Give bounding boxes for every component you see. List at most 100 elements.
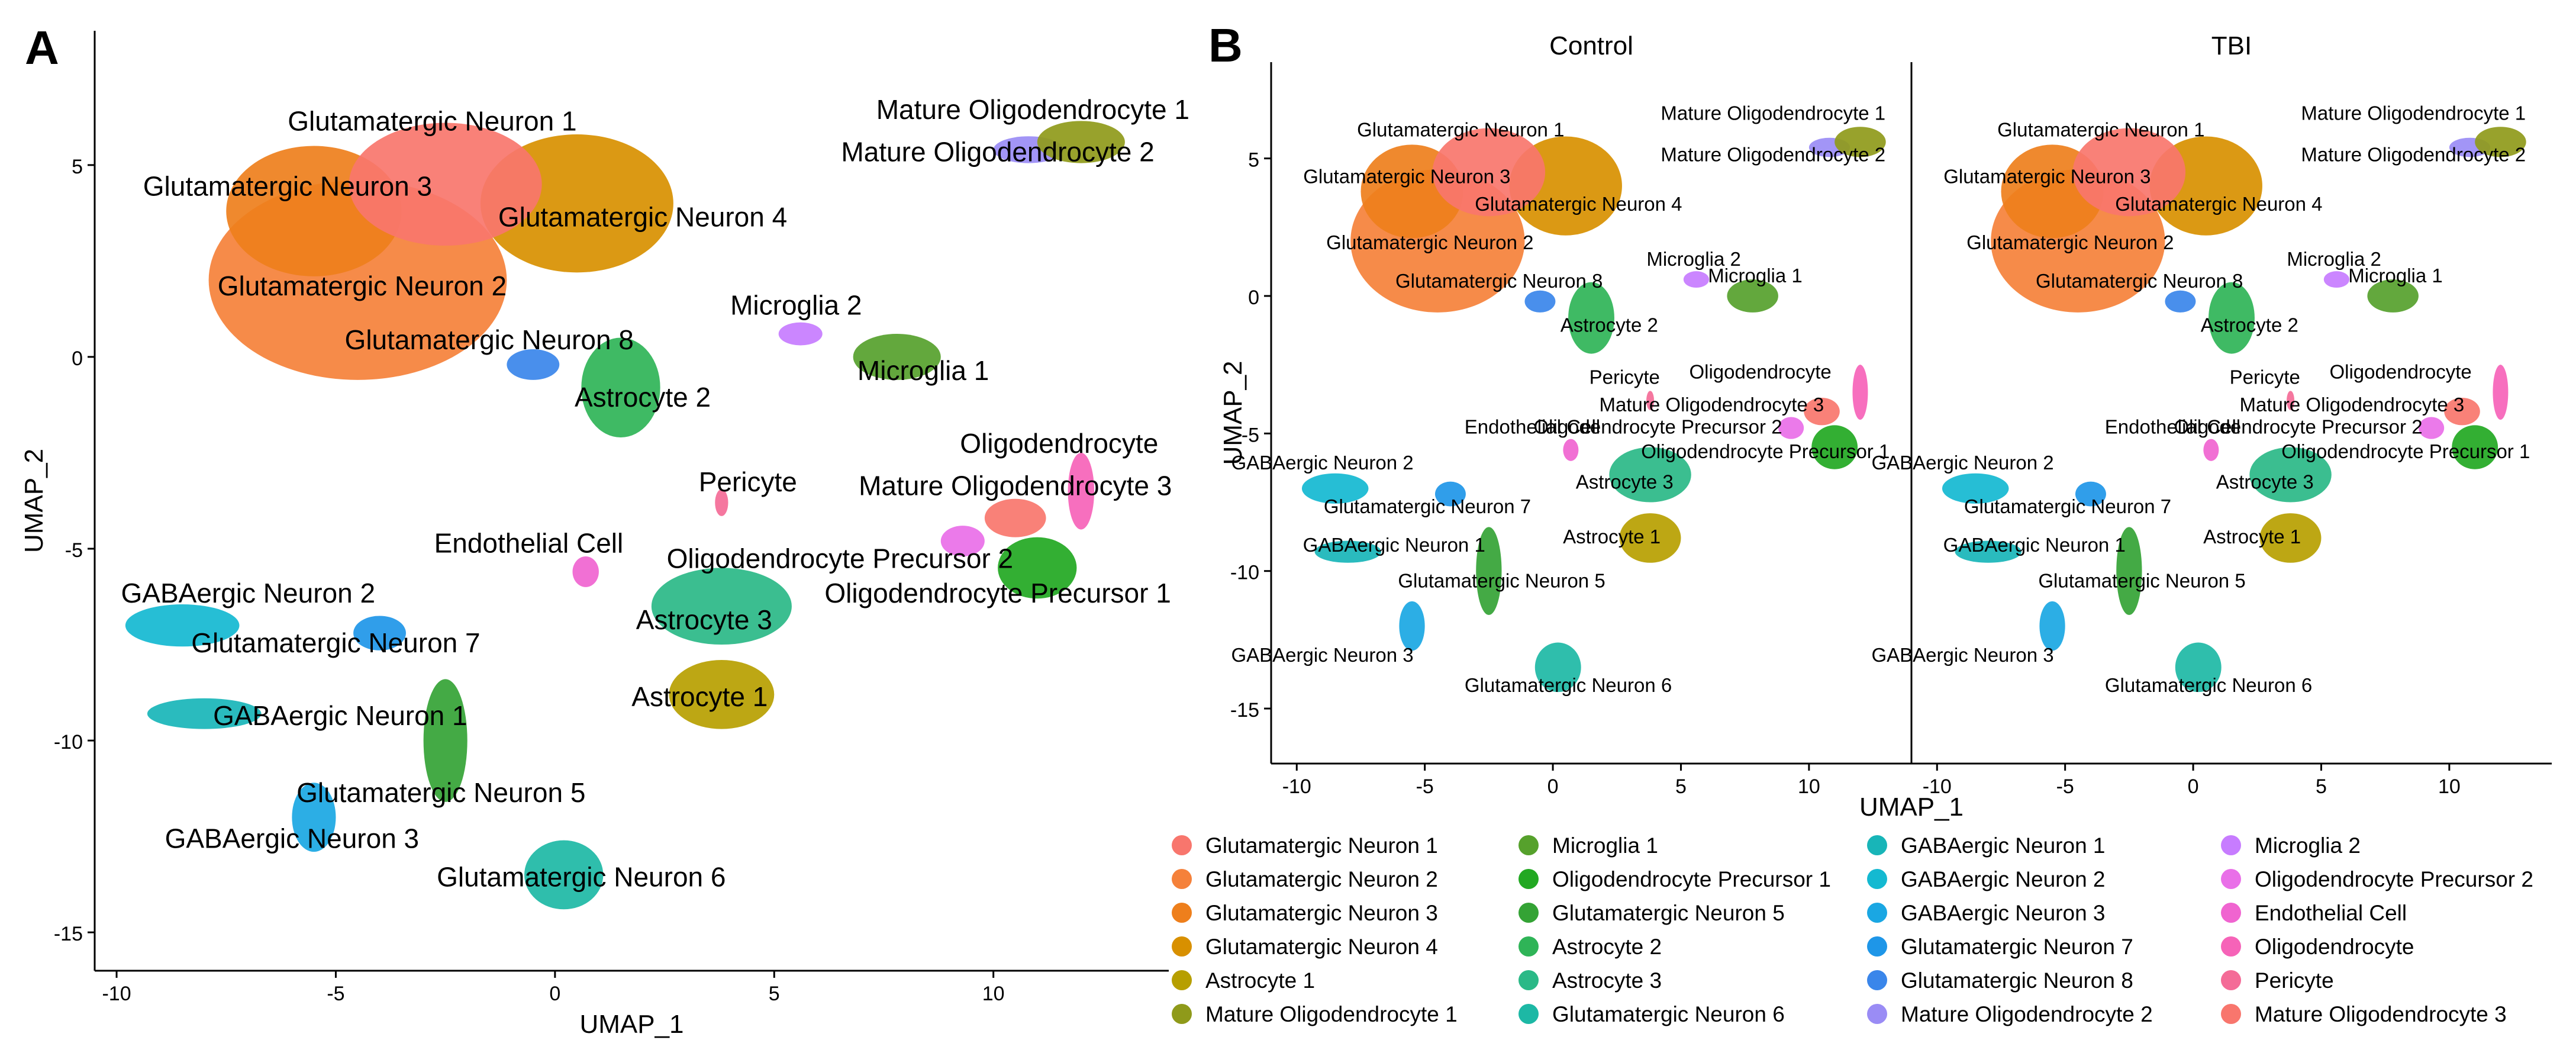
panel-b-tbi-cluster-glutamatergic-neuron-1 bbox=[2072, 128, 2186, 217]
panel-b-control-x-tick-label: -10 bbox=[1282, 775, 1311, 798]
panel-b-control-label-microglia-2: Microglia 2 bbox=[1646, 248, 1741, 270]
panel-b-control-cluster-microglia-1 bbox=[1727, 279, 1778, 313]
panel-a-plot: -10 -5 0 5 10 5 0 -5 -10 -15 Glutamatergic Neuron … bbox=[20, 31, 1189, 1039]
panel-b-control-label-glutamatergic-neuron-5: Glutamatergic Neuron 5 bbox=[1398, 570, 1605, 592]
legend-swatch bbox=[2221, 903, 2241, 923]
legend-item-endothelial-cell: Endothelial Cell bbox=[2221, 901, 2407, 925]
legend-swatch bbox=[1518, 903, 1539, 923]
panel-a-cluster-gabaergic-neuron-3 bbox=[292, 782, 336, 852]
legend-label: Microglia 1 bbox=[1552, 833, 1658, 858]
panel-a-y-axis-title: UMAP_2 bbox=[20, 449, 49, 553]
legend-item-glutamatergic-neuron-4: Glutamatergic Neuron 4 bbox=[1172, 935, 1438, 959]
panel-b-tbi-x-tick-label: 10 bbox=[2438, 775, 2461, 798]
panel-a-x-tick-label: -5 bbox=[327, 983, 344, 1005]
legend-swatch bbox=[1867, 869, 1887, 889]
panel-b-tbi-cluster-gabaergic-neuron-1 bbox=[1955, 540, 2022, 563]
panel-b-control-cluster-glutamatergic-neuron-1 bbox=[1432, 128, 1546, 217]
panel-b-control-label-pericyte: Pericyte bbox=[1590, 366, 1660, 388]
panel-b-tbi-label-glutamatergic-neuron-6: Glutamatergic Neuron 6 bbox=[2105, 674, 2312, 696]
panel-a-cluster-oligodendrocyte-precursor-2 bbox=[940, 526, 985, 556]
panel-b-tbi-label-astrocyte-1: Astrocyte 1 bbox=[2203, 526, 2301, 548]
panel-a-cluster-astrocyte-3 bbox=[651, 568, 792, 645]
panel-b-tbi-cluster-pericyte bbox=[2287, 391, 2295, 410]
panel-b-tbi-x-tick-label: -5 bbox=[2056, 775, 2074, 798]
panel-a-label-astrocyte-2: Astrocyte 2 bbox=[575, 382, 711, 413]
panel-a-label-mature-oligodendrocyte-1: Mature Oligodendrocyte 1 bbox=[876, 94, 1189, 125]
legend-label: Astrocyte 1 bbox=[1205, 968, 1315, 993]
legend-item-glutamatergic-neuron-7: Glutamatergic Neuron 7 bbox=[1867, 935, 2133, 959]
panel-b-tbi-label-gabaergic-neuron-2: GABAergic Neuron 2 bbox=[1871, 452, 2053, 474]
panel-b-tbi-label-glutamatergic-neuron-3: Glutamatergic Neuron 3 bbox=[1943, 165, 2151, 187]
panel-b-control-label-oligodendrocyte-precursor-1: Oligodendrocyte Precursor 1 bbox=[1641, 440, 1890, 462]
panel-b-tbi-cluster-astrocyte-2 bbox=[2209, 282, 2255, 354]
legend-item-pericyte: Pericyte bbox=[2221, 968, 2334, 993]
panel-a-label-glutamatergic-neuron-4: Glutamatergic Neuron 4 bbox=[498, 202, 787, 233]
legend-swatch bbox=[2221, 835, 2241, 855]
legend-label: Oligodendrocyte Precursor 2 bbox=[2255, 867, 2533, 891]
panel-a-label-glutamatergic-neuron-7: Glutamatergic Neuron 7 bbox=[191, 627, 480, 658]
panel-b-tbi-label-astrocyte-2: Astrocyte 2 bbox=[2201, 314, 2298, 336]
legend-label: Microglia 2 bbox=[2255, 833, 2361, 858]
panel-a-cluster-gabaergic-neuron-1 bbox=[147, 698, 262, 729]
legend-swatch bbox=[1867, 903, 1887, 923]
panel-a-label-endothelial-cell: Endothelial Cell bbox=[434, 528, 624, 559]
panel-b-tbi-cluster-oligodendrocyte-precursor-1 bbox=[2452, 425, 2498, 469]
legend-item-microglia-2: Microglia 2 bbox=[2221, 833, 2361, 858]
panel-a-cluster-pericyte bbox=[715, 489, 728, 516]
panel-a-x-axis-title: UMAP_1 bbox=[579, 1010, 684, 1039]
panel-b-control-y-tick-label: -5 bbox=[1242, 424, 1259, 446]
panel-a-y-tick-label: -5 bbox=[65, 539, 83, 562]
panel-b-tbi-label-mature-oligodendrocyte-1: Mature Oligodendrocyte 1 bbox=[2301, 102, 2526, 124]
legend-item-oligodendrocyte-precursor-1: Oligodendrocyte Precursor 1 bbox=[1518, 867, 1831, 891]
panel-a-label-gabaergic-neuron-3: GABAergic Neuron 3 bbox=[165, 823, 420, 854]
panel-b-tbi-cluster-mature-oligodendrocyte-3 bbox=[2444, 397, 2480, 426]
panel-b-tbi-label-glutamatergic-neuron-5: Glutamatergic Neuron 5 bbox=[2038, 570, 2245, 592]
legend-label: Mature Oligodendrocyte 3 bbox=[2255, 1002, 2507, 1026]
legend-swatch bbox=[1518, 1004, 1539, 1024]
legend-swatch bbox=[2221, 936, 2241, 957]
legend-swatch bbox=[1867, 970, 1887, 990]
panel-a-label-microglia-2: Microglia 2 bbox=[730, 290, 862, 321]
legend-item-astrocyte-3: Astrocyte 3 bbox=[1518, 968, 1662, 993]
panel-b-control-cluster-endothelial-cell bbox=[1563, 439, 1579, 461]
legend-item-oligodendrocyte-precursor-2: Oligodendrocyte Precursor 2 bbox=[2221, 867, 2533, 891]
legend-item-glutamatergic-neuron-6: Glutamatergic Neuron 6 bbox=[1518, 1002, 1785, 1026]
panel-a-label-astrocyte-3: Astrocyte 3 bbox=[636, 604, 772, 635]
panel-a-label-oligodendrocyte: Oligodendrocyte bbox=[960, 428, 1158, 459]
panel-b-control-y-tick-label: -10 bbox=[1230, 562, 1259, 584]
legend-label: Glutamatergic Neuron 4 bbox=[1205, 935, 1438, 959]
panel-b-tbi-cluster-astrocyte-3 bbox=[2249, 447, 2332, 503]
panel-a-label-oligodendrocyte-precursor-1: Oligodendrocyte Precursor 1 bbox=[824, 578, 1171, 608]
panel-b-tbi-title: TBI bbox=[2211, 31, 2252, 60]
panel-a-label-mature-oligodendrocyte-2: Mature Oligodendrocyte 2 bbox=[841, 136, 1154, 167]
panel-b-tbi-label-endothelial-cell: Endothelial Cell bbox=[2105, 416, 2240, 437]
panel-a-cluster-astrocyte-2 bbox=[581, 337, 660, 438]
panel-b-control-label-endothelial-cell: Endothelial Cell bbox=[1465, 416, 1600, 437]
panel-b-control-label-glutamatergic-neuron-7: Glutamatergic Neuron 7 bbox=[1324, 495, 1531, 517]
panel-b-letter: B bbox=[1208, 19, 1243, 72]
panel-a-label-glutamatergic-neuron-6: Glutamatergic Neuron 6 bbox=[437, 861, 726, 892]
panel-b-control-cluster-oligodendrocyte-precursor-2 bbox=[1778, 417, 1804, 439]
panel-a-label-glutamatergic-neuron-8: Glutamatergic Neuron 8 bbox=[345, 324, 634, 355]
panel-a-x-tick-label: 10 bbox=[982, 983, 1005, 1005]
legend-swatch bbox=[1172, 869, 1192, 889]
panel-a-cluster-glutamatergic-neuron-5 bbox=[423, 679, 468, 802]
panel-b-tbi-label-mature-oligodendrocyte-3: Mature Oligodendrocyte 3 bbox=[2240, 394, 2465, 416]
panel-b-control-x-tick-label: 10 bbox=[1798, 775, 1820, 798]
panel-a-cluster-glutamatergic-neuron-6 bbox=[524, 840, 604, 910]
panel-b-control-label-astrocyte-2: Astrocyte 2 bbox=[1561, 314, 1658, 336]
legend-swatch bbox=[1518, 869, 1539, 889]
panel-b-control-label-glutamatergic-neuron-3: Glutamatergic Neuron 3 bbox=[1303, 165, 1510, 187]
panel-b-control-label-glutamatergic-neuron-1: Glutamatergic Neuron 1 bbox=[1357, 118, 1564, 140]
panel-b-control-label-oligodendrocyte-precursor-2: Oligodendrocyte Precursor 2 bbox=[1534, 416, 1782, 437]
panel-b-control-y-tick-label: 5 bbox=[1248, 149, 1259, 172]
legend-item-mature-oligodendrocyte-1: Mature Oligodendrocyte 1 bbox=[1172, 1002, 1458, 1026]
legend-item-astrocyte-1: Astrocyte 1 bbox=[1172, 968, 1315, 993]
panel-a-cluster-endothelial-cell bbox=[572, 556, 599, 587]
panel-b-tbi-label-glutamatergic-neuron-2: Glutamatergic Neuron 2 bbox=[1966, 231, 2174, 253]
legend-swatch bbox=[1518, 936, 1539, 957]
legend-item-microglia-1: Microglia 1 bbox=[1518, 833, 1658, 858]
panel-a-label-astrocyte-1: Astrocyte 1 bbox=[631, 681, 768, 712]
legend-label: Endothelial Cell bbox=[2255, 901, 2407, 925]
